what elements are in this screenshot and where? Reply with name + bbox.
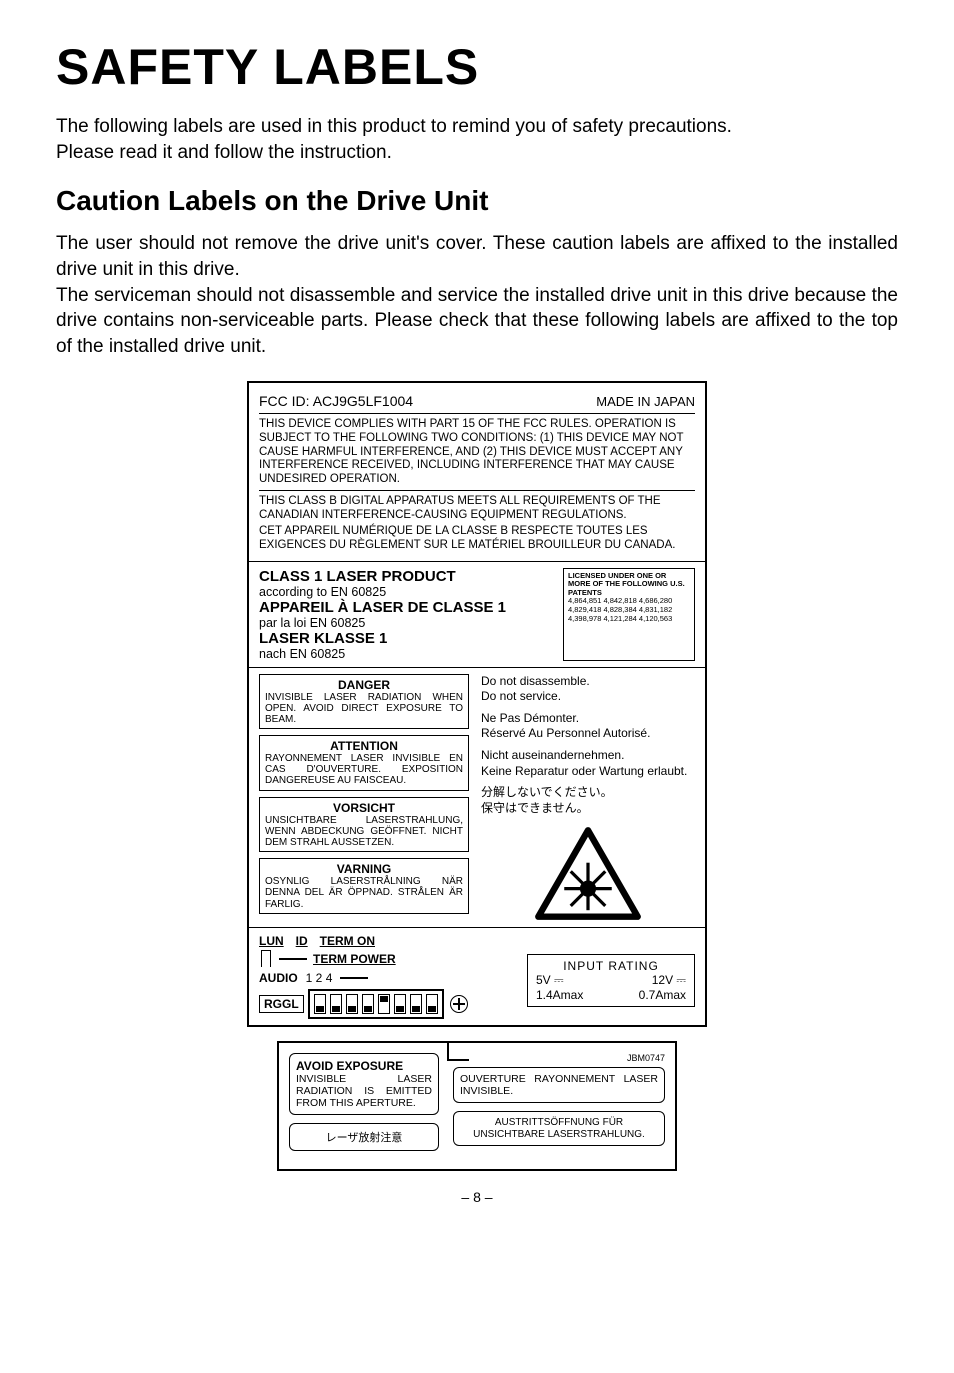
- dip-top-labels: LUN ID TERM ON: [259, 934, 511, 948]
- body-text: The user should not remove the drive uni…: [56, 231, 898, 359]
- varning-box: VARNING OSYNLIG LASERSTRÅLNING NÄR DENNA…: [259, 858, 469, 914]
- canada-fr-text: CET APPAREIL NUMÉRIQUE DE LA CLASSE B RE…: [259, 525, 695, 552]
- de-aperture-box: AUSTRITTSÖFFNUNG FÜR UNSICHTBARE LASERST…: [453, 1111, 665, 1146]
- fcc-id: FCC ID: ACJ9G5LF1004: [259, 393, 413, 409]
- canada-en-text: THIS CLASS B DIGITAL APPARATUS MEETS ALL…: [259, 495, 695, 522]
- dip-bottom-row: RGGL: [259, 989, 511, 1019]
- patents-box: LICENSED UNDER ONE OR MORE OF THE FOLLOW…: [563, 568, 695, 661]
- input-rating-box: INPUT RATING 5V ⎓ 12V ⎓ 1.4Amax 0.7Amax: [527, 954, 695, 1007]
- section-heading: Caution Labels on the Drive Unit: [56, 185, 898, 217]
- avoid-exposure-box: AVOID EXPOSURE INVISIBLE LASER RADIATION…: [289, 1053, 439, 1115]
- laser-class-text: CLASS 1 LASER PRODUCT according to EN 60…: [259, 568, 551, 661]
- page-number: – 8 –: [56, 1189, 898, 1205]
- main-label-card: FCC ID: ACJ9G5LF1004 MADE IN JAPAN THIS …: [247, 381, 707, 1027]
- fcc-header-row: FCC ID: ACJ9G5LF1004 MADE IN JAPAN: [259, 393, 695, 409]
- intro-line-1: The following labels are used in this pr…: [56, 116, 732, 137]
- made-in-label: MADE IN JAPAN: [596, 394, 695, 409]
- dip-left: LUN ID TERM ON TERM POWER AUDIO 1 2 4 RG…: [259, 934, 511, 1019]
- warnings-row: DANGER INVISIBLE LASER RADIATION WHEN OP…: [249, 668, 705, 928]
- bottom-left-column: AVOID EXPOSURE INVISIBLE LASER RADIATION…: [289, 1053, 439, 1159]
- dip-switch-icon: [308, 989, 444, 1019]
- attention-box: ATTENTION RAYONNEMENT LASER INVISIBLE EN…: [259, 735, 469, 791]
- dip-switch-panel: LUN ID TERM ON TERM POWER AUDIO 1 2 4 RG…: [249, 927, 705, 1025]
- document-page: SAFETY LABELS The following labels are u…: [0, 0, 954, 1373]
- screw-icon: [450, 995, 468, 1013]
- bottom-right-column: JBM0747 OUVERTURE RAYONNEMENT LASER INVI…: [453, 1053, 665, 1159]
- laser-warning-icon: [481, 826, 695, 921]
- dip-mid-row: AUDIO 1 2 4: [259, 971, 511, 985]
- service-notes-column: Do not disassemble. Do not service. Ne P…: [481, 674, 695, 922]
- intro-line-2: Please read it and follow the instructio…: [56, 142, 392, 163]
- page-title: SAFETY LABELS: [56, 38, 898, 96]
- body-paragraph-1: The user should not remove the drive uni…: [56, 233, 898, 280]
- warning-column: DANGER INVISIBLE LASER RADIATION WHEN OP…: [259, 674, 469, 922]
- vorsicht-box: VORSICHT UNSICHTBARE LASERSTRAHLUNG, WEN…: [259, 797, 469, 853]
- connector-line: [447, 1041, 469, 1061]
- body-paragraph-2: The serviceman should not disassemble an…: [56, 285, 898, 357]
- laser-class-row: CLASS 1 LASER PRODUCT according to EN 60…: [249, 562, 705, 667]
- fcc-compliance-text: THIS DEVICE COMPLIES WITH PART 15 OF THE…: [259, 418, 695, 486]
- model-code: JBM0747: [453, 1053, 665, 1063]
- danger-box: DANGER INVISIBLE LASER RADIATION WHEN OP…: [259, 674, 469, 730]
- bottom-label-card: AVOID EXPOSURE INVISIBLE LASER RADIATION…: [277, 1041, 677, 1171]
- jp-laser-box: レーザ放射注意: [289, 1123, 439, 1151]
- fr-aperture-box: OUVERTURE RAYONNEMENT LASER INVISIBLE.: [453, 1067, 665, 1103]
- rggl-label: RGGL: [259, 995, 304, 1013]
- intro-text: The following labels are used in this pr…: [56, 114, 898, 165]
